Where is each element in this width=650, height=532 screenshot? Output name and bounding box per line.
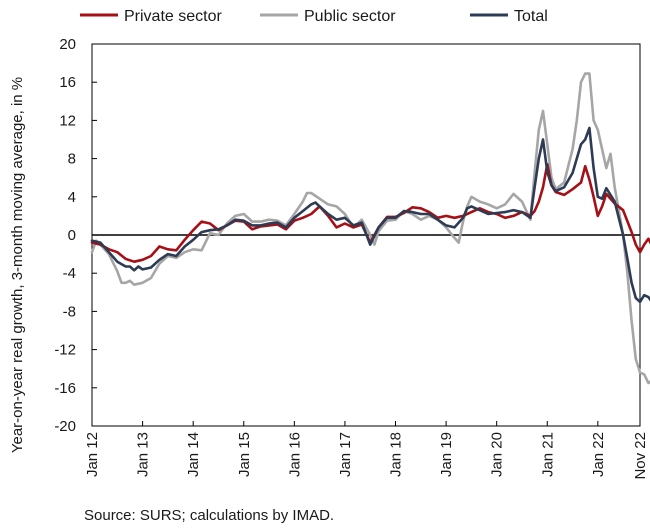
series-line-public-sector xyxy=(90,72,650,385)
y-tick-label: 0 xyxy=(68,227,76,244)
x-tick-label: Jan 17 xyxy=(337,432,354,477)
x-tick-label: Jan 20 xyxy=(489,432,506,477)
y-tick-label: -8 xyxy=(63,303,76,320)
x-tick-label: Jan 18 xyxy=(388,432,405,477)
legend-label: Total xyxy=(514,8,548,25)
legend: Private sector Public sector Total xyxy=(80,8,548,25)
series-line-total xyxy=(90,126,650,304)
x-axis-ticks: Jan 12 Jan 13 Jan 14 Jan 15 Jan 16 Jan 17 Jan … xyxy=(84,421,649,480)
x-tick-label: Jan 16 xyxy=(286,432,303,477)
y-tick-label: -20 xyxy=(54,418,76,435)
series-line-private-sector xyxy=(90,163,650,263)
legend-label: Private sector xyxy=(124,8,222,25)
y-tick-label: 20 xyxy=(59,36,76,53)
y-axis-ticks: 20 16 12 8 4 0 -4 -8 -12 -16 -20 xyxy=(54,36,97,435)
x-tick-label: Jan 15 xyxy=(236,432,253,477)
plot-area xyxy=(90,43,650,427)
y-tick-label: -4 xyxy=(63,265,76,282)
y-tick-label: -12 xyxy=(54,342,76,359)
source-note: Source: SURS; calculations by IMAD. xyxy=(84,507,335,524)
x-tick-label: Jan 21 xyxy=(539,432,556,477)
x-tick-label: Jan 14 xyxy=(185,432,202,477)
y-tick-label: 12 xyxy=(59,112,76,129)
y-tick-label: 16 xyxy=(59,74,76,91)
x-tick-label: Jan 22 xyxy=(590,432,607,477)
legend-label: Public sector xyxy=(304,8,396,25)
x-tick-label: Jan 19 xyxy=(438,432,455,477)
y-axis-label: Year-on-year real growth, 3-month moving… xyxy=(9,77,26,453)
y-tick-label: 4 xyxy=(68,189,76,206)
x-tick-label: Nov 22 xyxy=(632,432,649,480)
x-tick-label: Jan 12 xyxy=(84,432,101,477)
x-tick-label: Jan 13 xyxy=(135,432,152,477)
y-tick-label: 8 xyxy=(68,151,76,168)
y-tick-label: -16 xyxy=(54,380,76,397)
